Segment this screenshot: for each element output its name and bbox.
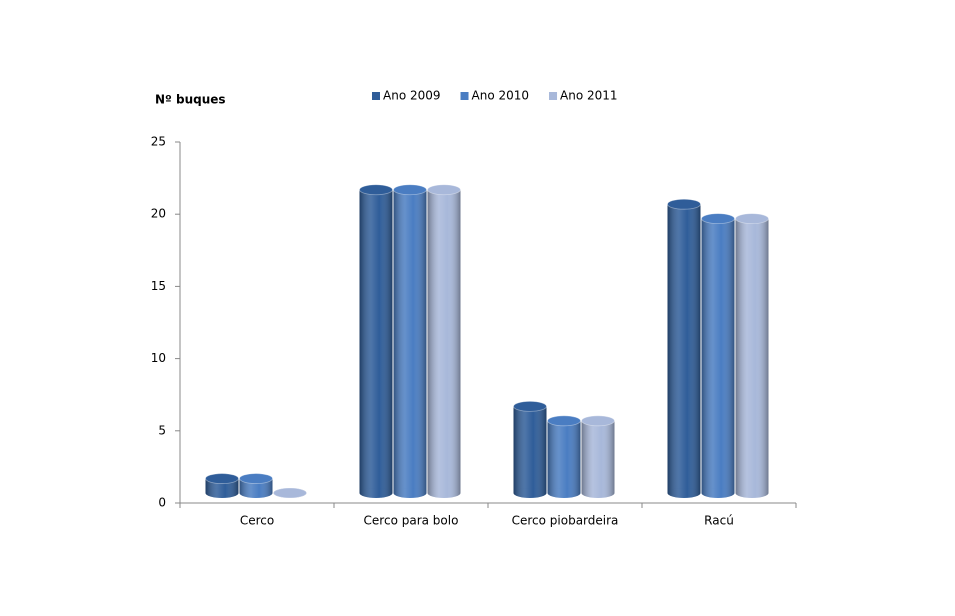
legend-swatch <box>549 92 558 100</box>
bar-bottom-shade <box>547 488 581 498</box>
bar <box>239 473 273 498</box>
legend-swatch <box>460 92 469 100</box>
y-tick-label: 15 <box>151 279 166 293</box>
bar-top <box>205 473 239 484</box>
y-tick-label: 25 <box>151 135 166 149</box>
x-tick-label: Cerco <box>240 514 274 528</box>
bar-top <box>359 184 393 196</box>
bar <box>513 400 547 498</box>
bar <box>547 415 581 498</box>
bar-bottom-shade <box>393 488 427 498</box>
bar-shade <box>427 189 461 493</box>
bar <box>735 213 769 498</box>
bar-top <box>667 198 701 210</box>
bar <box>427 184 461 498</box>
legend-label: Ano 2009 <box>383 89 441 103</box>
x-tick-label: Cerco para bolo <box>364 514 459 528</box>
legend-swatch <box>372 92 380 100</box>
bar-bottom-shade <box>359 488 393 498</box>
bar-top <box>239 473 273 484</box>
bar-shade <box>667 204 701 493</box>
bar-bottom-shade <box>205 488 239 498</box>
bar-bottom-shade <box>239 488 273 498</box>
bar-top <box>273 487 307 499</box>
bar-shade <box>393 189 427 493</box>
bar-bottom-shade <box>701 488 735 498</box>
bar-shade <box>735 218 769 493</box>
bar-top <box>513 400 547 412</box>
bar-bottom-shade <box>667 488 701 498</box>
bar-top <box>547 415 581 427</box>
bar <box>273 487 307 499</box>
bar <box>701 213 735 498</box>
bar-bottom-shade <box>427 488 461 498</box>
bar <box>393 184 427 498</box>
legend-label: Ano 2010 <box>472 89 530 103</box>
bar-bottom-shade <box>513 488 547 498</box>
y-tick-label: 20 <box>151 207 166 221</box>
bar-top <box>581 415 615 427</box>
y-tick-label: 10 <box>151 351 166 365</box>
y-axis-label: Nº buques <box>155 93 226 107</box>
bar-top <box>735 213 769 225</box>
legend-label: Ano 2011 <box>560 89 618 103</box>
bar-top <box>427 184 461 196</box>
bar-shade <box>513 406 547 493</box>
bar <box>581 415 615 498</box>
y-tick-label: 5 <box>158 423 166 437</box>
bar-shade <box>547 420 581 493</box>
y-tick-label: 0 <box>158 496 166 510</box>
x-tick-label: Cerco piobardeira <box>512 514 619 528</box>
bar-bottom-shade <box>581 488 615 498</box>
x-tick-label: Racú <box>704 514 734 528</box>
bar-shade <box>701 218 735 493</box>
bar-shade <box>359 189 393 493</box>
bar <box>205 473 239 498</box>
bar <box>667 198 701 498</box>
bar-top <box>393 184 427 196</box>
bar-shade <box>581 420 615 493</box>
bar <box>359 184 393 498</box>
bar-top <box>701 213 735 225</box>
bar-bottom-shade <box>735 488 769 498</box>
